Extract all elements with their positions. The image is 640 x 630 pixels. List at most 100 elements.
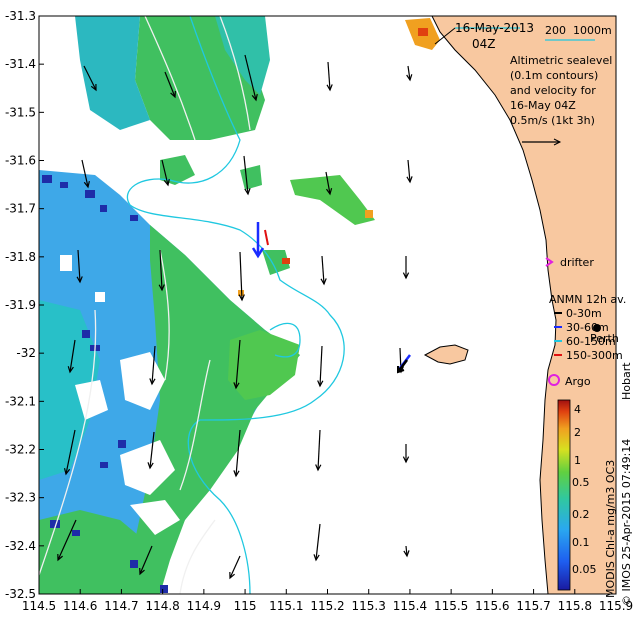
- legend-line-1: Altimetric sealevel: [510, 54, 612, 67]
- velocity-arrow: [325, 171, 331, 195]
- velocity-arrow-head: [67, 366, 74, 374]
- x-tick-label: 115: [234, 599, 257, 613]
- velocity-arrow: [319, 345, 323, 387]
- velocity-arrow: [151, 345, 156, 385]
- contour-white-1: [144, 16, 196, 141]
- velocity-arrow: [149, 431, 155, 469]
- x-tick-label: 114.5: [22, 599, 56, 613]
- contour-white-2: [219, 16, 251, 131]
- chl-cloud-gaps: [60, 255, 180, 535]
- x-tick-label: 114.8: [145, 599, 179, 613]
- colorbar-tick-3: 0.5: [572, 476, 590, 489]
- velocity-arrow-head: [315, 464, 322, 472]
- velocity-arrow: [164, 71, 176, 98]
- velocity-arrow-head: [158, 284, 165, 292]
- scale-bar-label-b: 1000m: [573, 24, 612, 37]
- chl-patch-north-inner: [215, 16, 270, 95]
- scale-bar-label-a: 200: [545, 24, 566, 37]
- y-tick-label: -31.9: [5, 298, 36, 312]
- velocity-arrow-head: [320, 278, 327, 286]
- x-tick-label: 115.9: [599, 599, 633, 613]
- velocity-arrow-head: [170, 90, 177, 99]
- map-time: 04Z: [472, 37, 496, 51]
- x-tick-label: 115.6: [475, 599, 509, 613]
- x-tick-label: 114.6: [63, 599, 97, 613]
- chl-hotspot-mid2: [238, 290, 244, 296]
- velocity-arrow: [81, 159, 89, 188]
- velocity-arrow-head: [147, 462, 154, 470]
- y-axis: -31.3 -31.4 -31.5 -31.6 -31.7 -31.8 -31.9 -32 -3…: [5, 9, 44, 601]
- rottnest-island: [423, 344, 469, 365]
- contour-lines: [39, 16, 520, 594]
- colorbar-tick-0: 4: [574, 403, 581, 416]
- contour-white-3: [39, 309, 97, 576]
- velocity-arrow-head: [57, 553, 63, 562]
- colorbar-tick-6: 0.05: [572, 563, 597, 576]
- perth-label: Perth: [590, 332, 619, 345]
- legend-line-5: 0.5m/s (1kt 3h): [510, 114, 595, 127]
- velocity-arrow-head: [233, 470, 240, 478]
- chl-patch-bottom-left: [39, 510, 160, 594]
- chlorophyll-field: [39, 16, 440, 594]
- y-tick-label: -31.6: [5, 154, 36, 168]
- perth-marker: Perth: [590, 324, 619, 345]
- drifter-label: drifter: [560, 256, 594, 269]
- contour-white-6: [159, 249, 170, 381]
- y-tick-label: -31.7: [5, 202, 36, 216]
- colorbar-tick-4: 0.2: [572, 508, 590, 521]
- legend-line-4: 16-May 04Z: [510, 99, 576, 112]
- chl-patch-central: [228, 330, 300, 400]
- chl-patch-north-teal: [75, 16, 150, 130]
- anmn-legend: ANMN 12h av. 0-30m 30-60m 60-150m 150-30…: [549, 293, 626, 362]
- velocity-arrow-head: [90, 83, 97, 92]
- velocity-arrow-head: [229, 571, 235, 580]
- chl-patch-mid-east: [290, 175, 375, 225]
- velocity-arrow-head: [251, 94, 258, 102]
- velocity-arrow-head: [149, 378, 156, 386]
- x-tick-label: 115.5: [434, 599, 468, 613]
- velocity-arrow: [159, 249, 163, 291]
- velocity-arrow: [161, 159, 169, 186]
- velocity-arrow-head: [403, 550, 410, 558]
- x-tick-label: 115.4: [393, 599, 427, 613]
- y-tick-label: -31.5: [5, 105, 36, 119]
- velocity-arrow: [139, 545, 153, 575]
- velocity-arrow: [239, 251, 243, 301]
- velocity-arrows: [57, 54, 413, 580]
- velocity-arrow-head: [244, 188, 251, 196]
- velocity-arrow-head: [313, 554, 320, 562]
- velocity-arrow: [407, 159, 411, 183]
- x-tick-label: 115.2: [310, 599, 344, 613]
- chl-patch-small-ne: [160, 155, 195, 185]
- anmn-mooring-arrows: [251, 222, 411, 374]
- y-tick-label: -32.3: [5, 491, 36, 505]
- y-tick-label: -32: [16, 346, 36, 360]
- chl-speckles-dark: [42, 175, 168, 593]
- velocity-arrow: [65, 429, 76, 475]
- chl-hotspot-red: [418, 28, 428, 36]
- drifter-marker: drifter: [545, 256, 594, 269]
- y-tick-label: -32.5: [5, 587, 36, 601]
- chl-hotspot-small: [365, 210, 373, 218]
- date-pointer: [434, 27, 456, 45]
- velocity-arrow-head: [326, 84, 333, 92]
- x-tick-label: 115.8: [558, 599, 592, 613]
- legend-line-3: and velocity for: [510, 84, 596, 97]
- velocity-arrow: [77, 249, 81, 283]
- velocity-arrow: [57, 519, 77, 561]
- contour-cyan-2: [269, 322, 301, 358]
- x-tick-label: 115.3: [352, 599, 386, 613]
- credit-line: © IMOS 25-Apr-2015 07:49:14: [620, 439, 633, 606]
- chl-hotspot-mid: [282, 258, 290, 264]
- x-tick-label: 115.1: [269, 599, 303, 613]
- x-axis: 114.5 114.6 114.7 114.8 114.9 115 115.1 115.2 11…: [22, 589, 633, 613]
- velocity-arrow-head: [233, 382, 240, 390]
- y-tick-label: -32.1: [5, 394, 36, 408]
- svg-text:0-30m: 0-30m: [566, 307, 602, 320]
- chl-patch-southwest-light: [39, 300, 100, 480]
- velocity-arrow: [315, 523, 321, 561]
- hobart-label: Hobart: [620, 362, 633, 400]
- legend-line-2: (0.1m contours): [510, 69, 598, 82]
- y-tick-label: -31.3: [5, 9, 36, 23]
